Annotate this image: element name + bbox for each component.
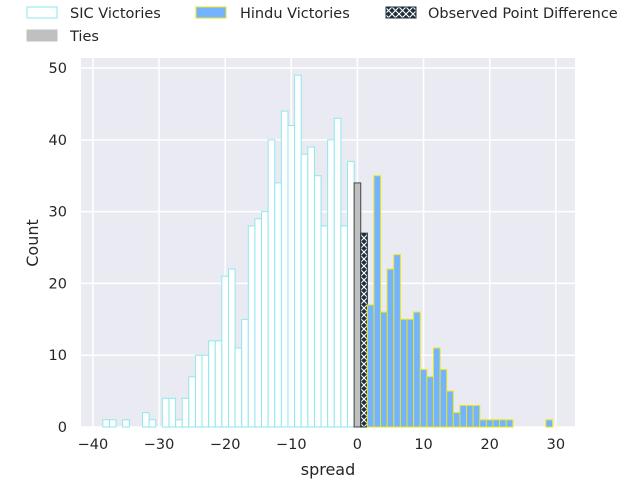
bar-sic-victories: [208, 340, 216, 428]
bar-sic-victories: [300, 153, 309, 428]
x-axis-label: spread: [301, 460, 356, 479]
legend-label-ties: Ties: [69, 29, 99, 45]
y-tick-label: 0: [58, 420, 67, 436]
bar-sic-victories: [168, 397, 177, 428]
bar-sic-victories: [347, 160, 355, 428]
bar-sic-victories: [313, 175, 322, 428]
legend-patch-observed: [385, 6, 417, 19]
x-tick-label: 20: [480, 437, 498, 453]
y-tick-label: 50: [49, 61, 67, 77]
y-tick-label: 40: [49, 133, 67, 149]
bar-hindu-victories: [432, 347, 441, 428]
x-tick-label: −40: [78, 437, 109, 453]
bar-hindu-victories: [413, 311, 421, 428]
bar-sic-victories: [261, 211, 269, 428]
bar-hindu-victories: [479, 419, 487, 428]
bar-sic-victories: [188, 376, 196, 428]
bar-sic-victories: [122, 419, 130, 428]
y-axis-label: Count: [23, 219, 42, 267]
bar-sic-victories: [287, 124, 296, 428]
legend-patch-hindu: [195, 6, 227, 19]
x-tick-label: 10: [414, 437, 432, 453]
bar-sic-victories: [148, 419, 157, 428]
bar-sic-victories: [161, 397, 170, 428]
bar-hindu-victories: [545, 419, 554, 428]
bar-ties: [353, 182, 362, 428]
y-tick-label: 10: [49, 348, 67, 364]
bar-sic-victories: [340, 225, 349, 428]
bar-hindu-victories: [485, 419, 494, 428]
bar-hindu-victories: [499, 419, 507, 428]
bar-sic-victories: [320, 225, 329, 428]
bar-sic-victories: [201, 354, 210, 428]
legend-patch-sic: [26, 6, 58, 19]
bar-sic-victories: [194, 354, 203, 428]
bar-observed-point-difference: [360, 232, 368, 428]
bar-sic-victories: [142, 412, 150, 428]
bar-sic-victories: [234, 347, 243, 428]
bar-sic-victories: [247, 225, 256, 428]
bar-hindu-victories: [393, 254, 401, 428]
bar-sic-victories: [294, 74, 302, 428]
bar-hindu-victories: [466, 404, 474, 428]
bar-hindu-victories: [446, 390, 454, 428]
bar-sic-victories: [221, 275, 229, 428]
x-tick-label: 0: [353, 437, 362, 453]
bar-sic-victories: [333, 117, 342, 428]
bar-hindu-victories: [406, 318, 415, 428]
x-tick-label: −10: [276, 437, 307, 453]
x-tick-label: −30: [144, 437, 175, 453]
bar-hindu-victories: [419, 369, 428, 428]
bar-sic-victories: [102, 419, 110, 428]
bar-sic-victories: [181, 397, 190, 428]
x-tick-label: 30: [547, 437, 565, 453]
bar-hindu-victories: [472, 404, 481, 428]
bar-hindu-victories: [492, 419, 501, 428]
tick-labels: −40 −30 −20 −10 0 10 20 30 0 10 20 30 40 50: [49, 61, 566, 453]
legend-patch-ties: [26, 29, 58, 42]
bars: [102, 74, 554, 428]
bar-sic-victories: [327, 139, 335, 428]
bar-hindu-victories: [459, 404, 468, 428]
bar-hindu-victories: [386, 268, 395, 428]
bar-hindu-victories: [399, 318, 408, 428]
legend-label-sic: SIC Victories: [70, 6, 161, 22]
legend-label-observed: Observed Point Difference: [428, 6, 618, 22]
bar-hindu-victories: [380, 311, 388, 428]
bar-hindu-victories: [373, 175, 382, 428]
bar-sic-victories: [227, 268, 236, 428]
bar-hindu-victories: [452, 412, 461, 428]
legend-label-hindu: Hindu Victories: [240, 6, 350, 22]
bar-sic-victories: [280, 110, 289, 428]
bar-sic-victories: [274, 182, 282, 428]
bar-sic-victories: [108, 419, 117, 428]
y-tick-label: 30: [49, 205, 67, 221]
bar-hindu-victories: [439, 369, 448, 428]
bar-hindu-victories: [505, 419, 514, 428]
y-tick-label: 20: [49, 276, 67, 292]
legend: SIC Victories Hindu Victories Observed P…: [26, 6, 618, 45]
bar-sic-victories: [307, 146, 315, 428]
bar-sic-victories: [214, 340, 223, 428]
bar-hindu-victories: [426, 376, 434, 428]
bar-sic-victories: [241, 318, 249, 428]
bar-hindu-victories: [366, 304, 375, 428]
bar-sic-victories: [254, 218, 263, 428]
bar-sic-victories: [267, 139, 276, 428]
x-tick-label: −20: [210, 437, 241, 453]
bar-sic-victories: [175, 419, 183, 428]
